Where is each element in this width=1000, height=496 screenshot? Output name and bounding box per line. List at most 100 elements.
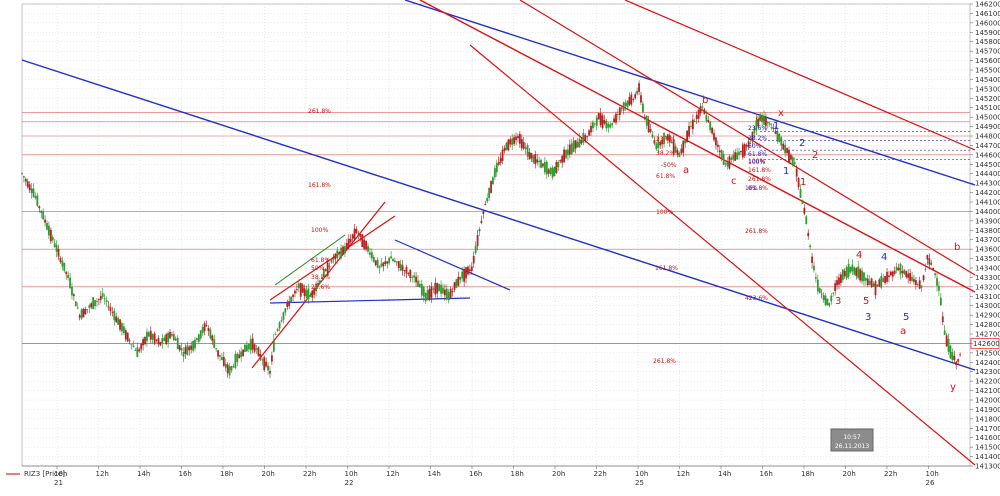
candle-body: [174, 339, 177, 341]
y-tick-label: 141300: [975, 463, 1000, 471]
y-tick-label: 142500: [975, 349, 1000, 357]
candle-body: [305, 290, 308, 298]
candle-body: [320, 277, 323, 279]
candle-body: [449, 288, 452, 298]
candle-body: [144, 336, 146, 345]
candle-body: [36, 195, 39, 206]
candle-body: [171, 334, 173, 336]
y-tick-label: 144500: [975, 161, 1000, 169]
annotations: 261.8%161.8%100%61.8%50%38.2%23.6%0%-50%…: [308, 95, 960, 393]
candle-body: [617, 114, 619, 115]
candle-body: [488, 188, 491, 199]
candle-body: [499, 157, 502, 163]
candle-body: [172, 334, 175, 341]
candle-body: [405, 266, 408, 274]
candle-body: [884, 276, 887, 284]
candle-body: [219, 355, 221, 357]
candle-body: [830, 295, 833, 302]
candle-body: [813, 265, 815, 271]
candle-body: [186, 345, 189, 356]
candle-body: [607, 123, 610, 128]
candle-body: [791, 156, 794, 165]
horizontal-levels: 142600: [22, 112, 1000, 349]
candle-body: [753, 128, 756, 133]
candle-body: [121, 323, 123, 332]
candle-body: [270, 355, 273, 362]
candle-body: [718, 150, 721, 153]
candle-body: [457, 276, 460, 286]
candle-body: [620, 107, 623, 109]
candle-body: [234, 353, 237, 368]
y-tick-label: 143600: [975, 246, 1000, 254]
candle-body: [590, 125, 592, 133]
candle-body: [740, 150, 742, 153]
candle-body: [140, 343, 143, 350]
candle-body: [699, 106, 702, 114]
candle-body: [720, 150, 723, 158]
candle-body: [913, 279, 915, 282]
candle-body: [113, 310, 116, 321]
candle-body: [386, 261, 389, 264]
candle-body: [188, 346, 191, 351]
candle-body: [447, 291, 450, 301]
fib-label: 261.8%: [748, 176, 771, 183]
candle-body: [763, 115, 765, 125]
candle-body: [142, 339, 145, 346]
x-tick-label: 14h: [718, 470, 731, 478]
candle-body: [878, 279, 881, 287]
candle-body: [30, 188, 33, 194]
candle-body: [853, 267, 856, 275]
candle-body: [134, 350, 137, 352]
candle-body: [480, 220, 483, 223]
candle-body: [184, 347, 187, 354]
candle-body: [542, 163, 544, 167]
candle-body: [526, 145, 529, 157]
candle-body: [663, 132, 665, 145]
candle-body: [738, 151, 740, 155]
candle-body: [492, 177, 494, 185]
candle-body: [524, 147, 527, 150]
candle-body: [834, 283, 837, 292]
candle-body: [866, 278, 869, 286]
y-tick-label: 145400: [975, 76, 1000, 84]
candle-body: [595, 117, 598, 126]
candle-body: [417, 280, 419, 287]
y-tick-label: 145700: [975, 48, 1000, 56]
candle-body: [126, 332, 129, 342]
candle-body: [916, 284, 919, 286]
trend-line: [404, 0, 976, 186]
x-tick-label: 12h: [386, 470, 399, 478]
candle-body: [811, 256, 813, 263]
candle-body: [332, 258, 335, 260]
candle-body: [169, 332, 171, 339]
candle-body: [567, 149, 569, 156]
candle-body: [691, 119, 694, 130]
wave-label-red: 4: [856, 250, 862, 261]
candle-body: [582, 133, 585, 143]
fib-label: 100%: [748, 158, 765, 165]
candle-body: [530, 153, 533, 159]
fib-label: 23.6%: [748, 125, 767, 132]
candle-body: [211, 335, 214, 341]
candle-body: [409, 269, 412, 278]
candle-body: [455, 279, 458, 288]
candle-body: [693, 120, 696, 122]
candle-body: [859, 269, 862, 281]
fib-label: 0%: [748, 185, 758, 192]
candle-body: [563, 149, 565, 163]
y-tick-label: 144100: [975, 199, 1000, 207]
candle-body: [422, 286, 425, 297]
candle-body: [868, 280, 871, 285]
y-tick-label: 144200: [975, 189, 1000, 197]
candle-body: [290, 296, 293, 303]
candle-body: [597, 113, 600, 120]
fib-label: 161.8%: [655, 265, 678, 272]
trend-line: [394, 239, 511, 291]
candle-body: [651, 134, 654, 138]
trend-line: [519, 0, 976, 276]
candle-body: [507, 139, 510, 151]
candle-body: [394, 260, 396, 262]
candle-body: [793, 162, 796, 165]
candle-body: [221, 357, 223, 360]
